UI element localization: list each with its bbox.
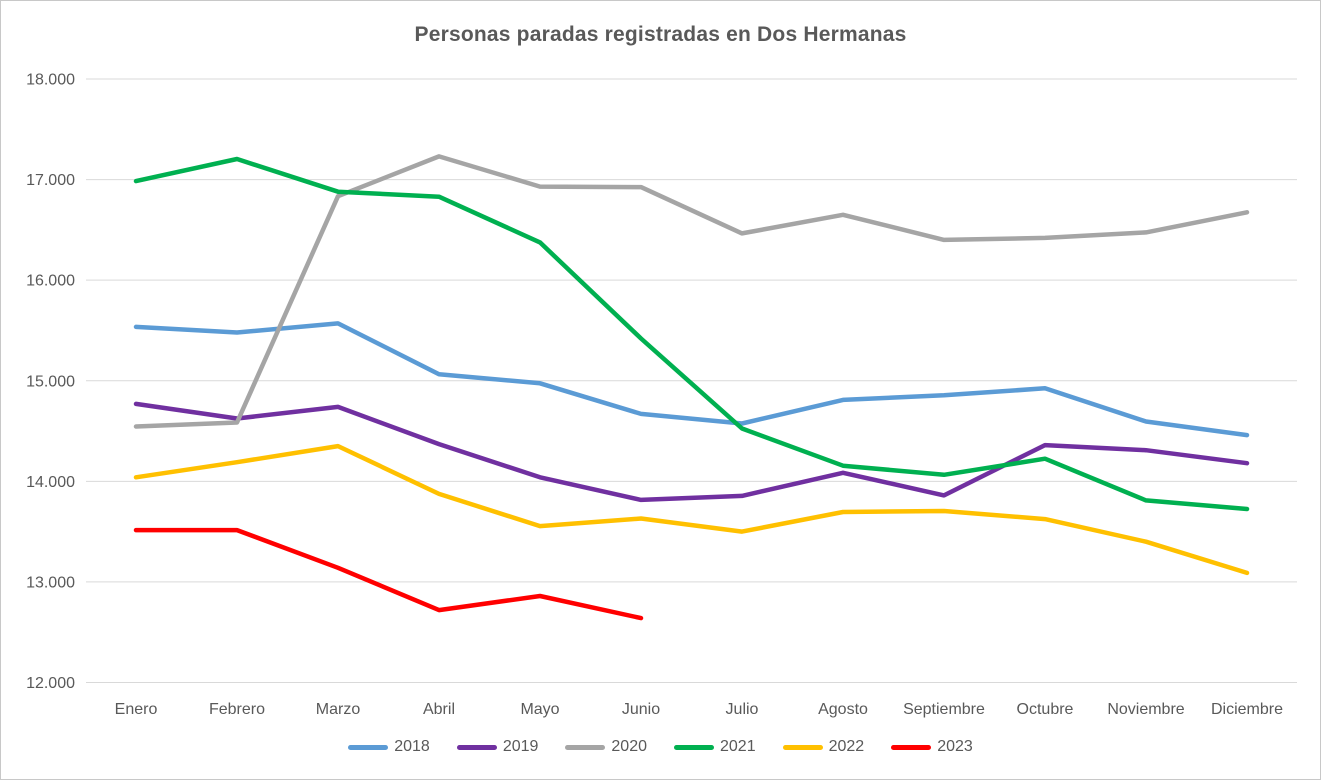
legend-swatch-2021 [674, 744, 714, 750]
y-axis-tick-label: 13.000 [26, 574, 75, 591]
legend-label-2019: 2019 [502, 738, 539, 755]
legend-swatch-2022 [782, 744, 823, 750]
legend-item-2023: 2023 [891, 738, 973, 756]
y-axis-tick-label: 18.000 [26, 72, 75, 89]
x-axis-tick-label: Julio [726, 701, 759, 718]
x-axis-tick-label: Octubre [1017, 701, 1074, 718]
legend-label-2020: 2020 [611, 738, 647, 755]
y-axis-tick-label: 17.000 [26, 172, 75, 189]
x-axis-tick-label: Septiembre [903, 701, 985, 718]
y-axis-tick-label: 12.000 [26, 675, 75, 692]
x-axis-tick-label: Febrero [209, 701, 265, 718]
series-line-2021 [133, 156, 1250, 512]
legend-label-2018: 2018 [394, 738, 430, 755]
x-axis-tick-label: Agosto [818, 701, 868, 718]
legend: 2018 2019 2020 2021 2022 2023 [1, 738, 1320, 756]
legend-item-2019: 2019 [456, 738, 539, 756]
series-line-2019 [133, 401, 1250, 503]
y-axis-tick-label: 16.000 [26, 273, 75, 290]
x-axis-tick-label: Mayo [520, 701, 559, 718]
x-axis-tick-label: Marzo [316, 701, 361, 718]
legend-item-2021: 2021 [674, 738, 756, 756]
y-axis-tick-label: 14.000 [26, 474, 75, 491]
x-axis-tick-label: Diciembre [1211, 701, 1283, 718]
legend-swatch-2023 [891, 744, 932, 750]
series-line-2023 [133, 527, 644, 621]
x-axis-tick-label: Abril [423, 701, 455, 718]
series-line-2020 [133, 154, 1250, 429]
legend-swatch-2019 [456, 744, 497, 750]
series-line-2022 [133, 443, 1250, 576]
y-axis-tick-label: 15.000 [26, 373, 75, 390]
x-axis-tick-label: Enero [115, 701, 158, 718]
legend-label-2022: 2022 [828, 738, 865, 755]
series-line-2018 [133, 321, 1250, 438]
legend-swatch-2020 [565, 744, 606, 750]
x-axis-tick-label: Junio [622, 701, 660, 718]
legend-item-2020: 2020 [565, 738, 647, 756]
legend-item-2018: 2018 [348, 738, 430, 756]
legend-item-2022: 2022 [782, 738, 865, 756]
chart-title: Personas paradas registradas en Dos Herm… [414, 23, 907, 46]
legend-swatch-2018 [348, 744, 389, 750]
x-axis-tick-label: Noviembre [1107, 701, 1184, 718]
legend-label-2021: 2021 [720, 738, 756, 755]
legend-label-2023: 2023 [937, 738, 973, 755]
